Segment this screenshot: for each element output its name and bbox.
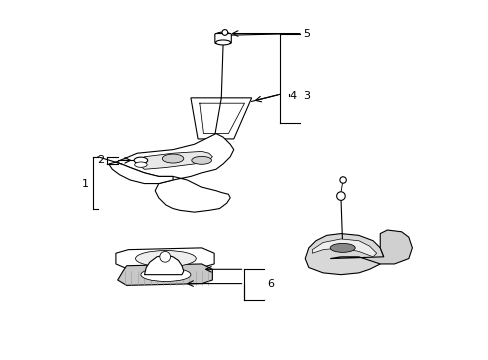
Ellipse shape — [134, 162, 147, 167]
Circle shape — [222, 30, 227, 35]
Text: 3: 3 — [303, 91, 310, 101]
Polygon shape — [144, 255, 183, 275]
Polygon shape — [116, 248, 214, 269]
Ellipse shape — [135, 251, 196, 267]
Polygon shape — [329, 230, 411, 264]
Text: 5: 5 — [303, 28, 310, 39]
Text: 1: 1 — [82, 179, 89, 189]
Text: 6: 6 — [267, 279, 274, 289]
Ellipse shape — [134, 157, 147, 163]
Polygon shape — [108, 162, 173, 184]
Circle shape — [339, 177, 346, 183]
Text: 2: 2 — [97, 156, 104, 165]
Polygon shape — [190, 98, 251, 139]
Ellipse shape — [215, 40, 230, 45]
Polygon shape — [305, 234, 383, 275]
Polygon shape — [312, 239, 376, 257]
Ellipse shape — [329, 243, 354, 252]
Polygon shape — [118, 264, 212, 285]
Polygon shape — [137, 152, 212, 169]
Circle shape — [160, 251, 170, 262]
Text: 4: 4 — [288, 91, 296, 101]
Ellipse shape — [141, 268, 190, 282]
Ellipse shape — [162, 154, 183, 163]
Circle shape — [336, 192, 345, 201]
Ellipse shape — [191, 157, 211, 164]
Ellipse shape — [215, 32, 231, 39]
FancyBboxPatch shape — [214, 33, 231, 44]
Polygon shape — [116, 134, 233, 212]
